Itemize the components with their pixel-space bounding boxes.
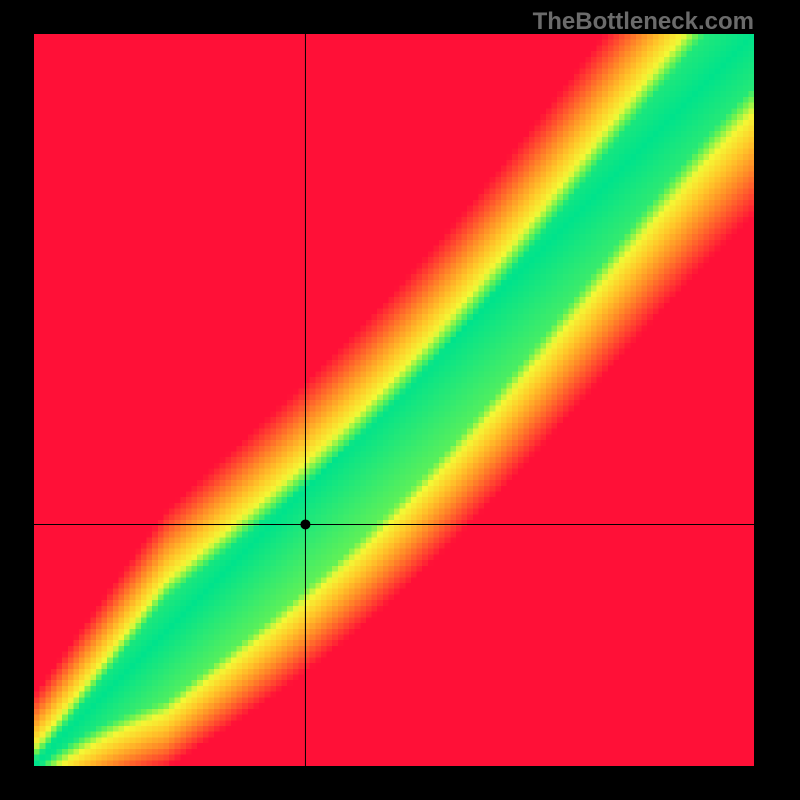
bottleneck-heatmap [34,34,754,766]
chart-container: TheBottleneck.com [0,0,800,800]
watermark-text: TheBottleneck.com [533,8,754,36]
